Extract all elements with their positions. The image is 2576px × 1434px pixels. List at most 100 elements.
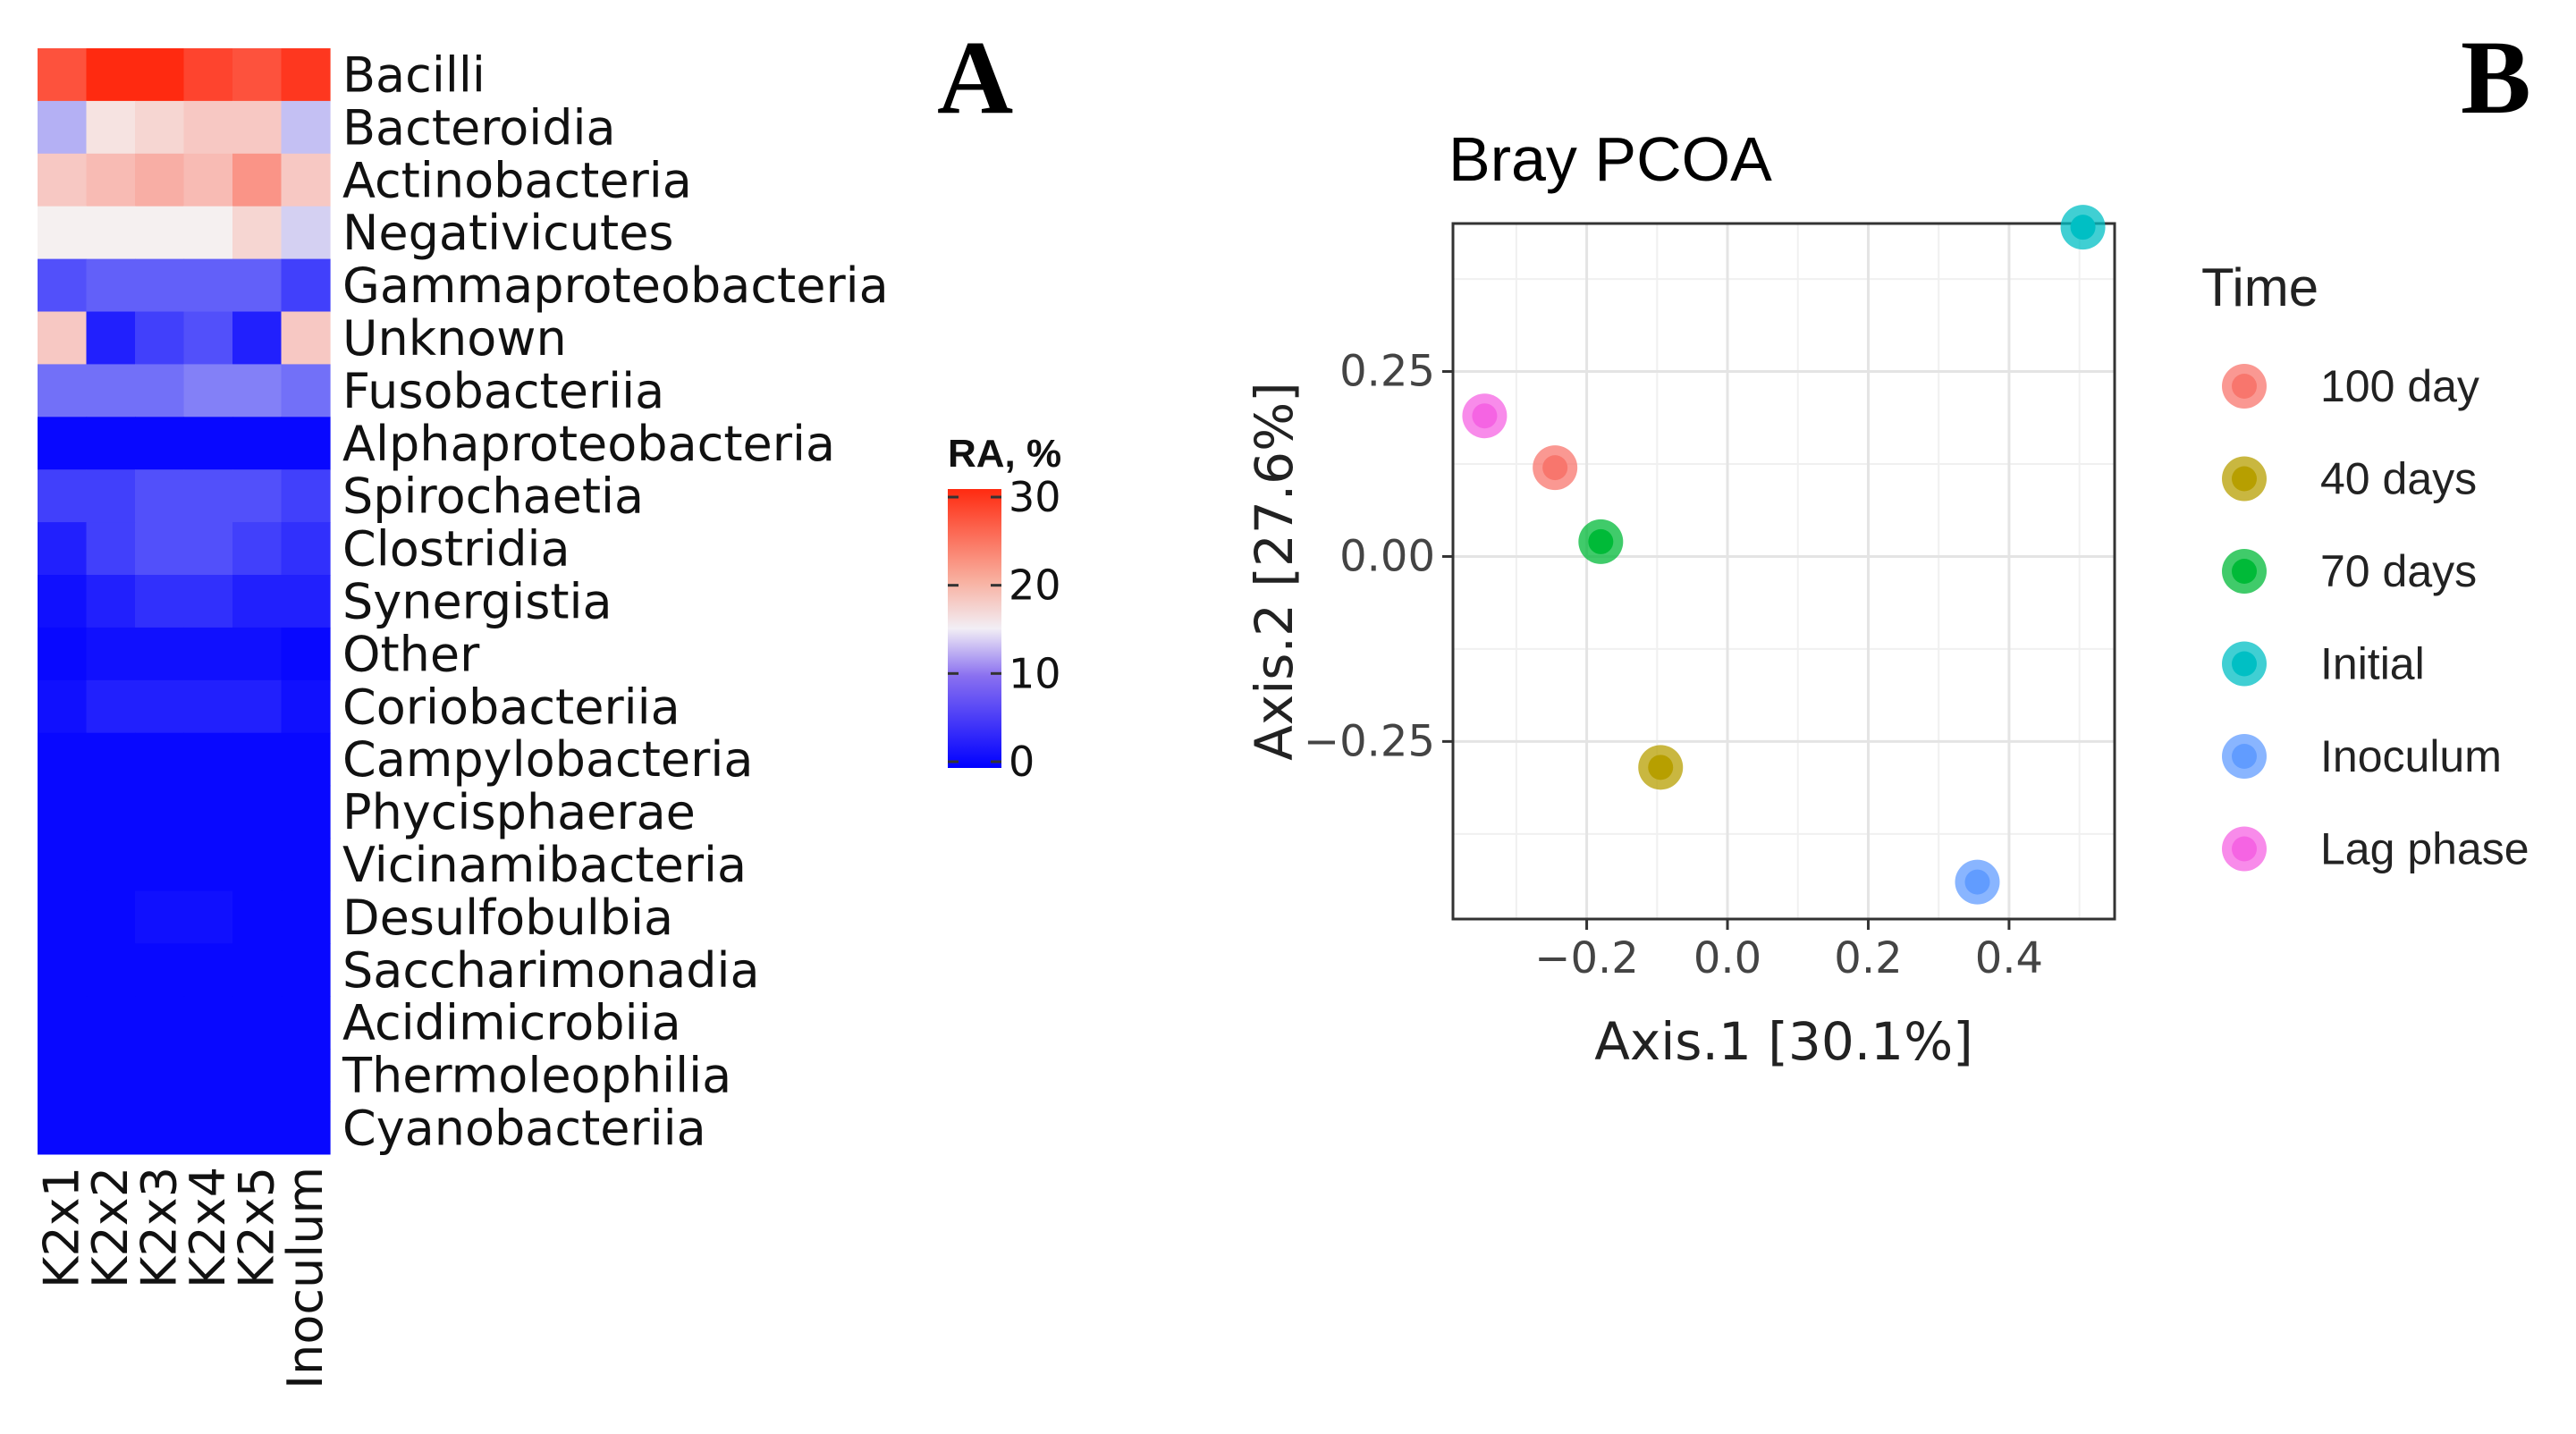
panel-label-a: A [937, 19, 1013, 136]
heatmap-cell [135, 153, 185, 207]
heatmap-cell [281, 785, 331, 839]
heatmap-cell [86, 627, 136, 681]
heatmap-cell [183, 1049, 233, 1102]
heatmap-cell [135, 996, 185, 1050]
heatmap-cell [232, 575, 283, 628]
heatmap-cell [135, 417, 185, 470]
heatmap-cell [183, 417, 233, 470]
heatmap-cell [38, 1101, 88, 1155]
x-tick-label: 0.2 [1834, 933, 1902, 983]
heatmap-cell [86, 575, 136, 628]
y-tick-label: 0.00 [1339, 531, 1435, 581]
pcoa-gridlines [1453, 224, 2115, 919]
colorbar-title: RA, % [948, 432, 1061, 476]
plot-background [1453, 224, 2115, 919]
heatmap-row-label: Desulfobulbia [342, 890, 673, 946]
heatmap-cell [232, 838, 283, 891]
heatmap-cell [86, 1049, 136, 1102]
heatmap-cell [183, 785, 233, 839]
heatmap-cell [86, 48, 136, 102]
heatmap-cell [86, 996, 136, 1050]
heatmap-cell [38, 732, 88, 787]
heatmap-cell [38, 996, 88, 1050]
heatmap-cell [281, 996, 331, 1050]
heatmap-cell [281, 258, 331, 313]
heatmap-cell [38, 258, 88, 313]
heatmap-cell [183, 48, 233, 102]
colorbar: RA, % 0 10 20 30 [948, 432, 1061, 786]
x-axis-title: Axis.1 [30.1%] [1594, 1011, 1973, 1072]
heatmap-cell [38, 785, 88, 839]
heatmap-cell [232, 785, 283, 839]
heatmap-cell [86, 417, 136, 470]
heatmap-cells [38, 48, 331, 1155]
heatmap-cell [281, 311, 331, 365]
heatmap-cell [135, 732, 185, 787]
heatmap-cell [232, 206, 283, 260]
heatmap-cell [281, 943, 331, 997]
heatmap-cell [183, 153, 233, 207]
heatmap-cell [281, 627, 331, 681]
legend-title: Time [2201, 257, 2318, 317]
heatmap-cell [86, 732, 136, 787]
heatmap-cell [38, 364, 88, 418]
heatmap-cell [281, 469, 331, 523]
heatmap-panel: A BacilliBacteroidiaActinobacteriaNegati… [33, 19, 1061, 1389]
heatmap-cell [135, 522, 185, 576]
scatter-point [1648, 755, 1674, 780]
plot-frame [1451, 222, 2116, 921]
pcoa-points [1462, 205, 2106, 905]
heatmap-row-label: Gammaproteobacteria [342, 257, 889, 314]
heatmap-cell [86, 838, 136, 891]
heatmap-cell [135, 48, 185, 102]
heatmap-cell [281, 679, 331, 734]
heatmap-cell [135, 785, 185, 839]
heatmap-column-label: Inoculum [277, 1167, 334, 1389]
heatmap-cell [183, 258, 233, 313]
heatmap-cell [232, 311, 283, 365]
scatter-point [2070, 215, 2096, 240]
heatmap-row-label: Bacilli [342, 47, 486, 104]
colorbar-ticks: 0 10 20 30 [948, 473, 1061, 786]
heatmap-cell [86, 522, 136, 576]
heatmap-cell [183, 364, 233, 418]
heatmap-cell [281, 732, 331, 787]
legend-swatch-core [2232, 744, 2257, 769]
heatmap-cell [38, 627, 88, 681]
heatmap-cell [281, 364, 331, 418]
heatmap-cell [86, 469, 136, 523]
heatmap-cell [281, 153, 331, 207]
colorbar-tick-label: 30 [1009, 473, 1061, 521]
legend-label: Lag phase [2320, 824, 2530, 874]
heatmap-column-label: K2x1 [33, 1167, 89, 1288]
scatter-point [1472, 403, 1498, 429]
heatmap-cell [281, 890, 331, 944]
heatmap-cell [38, 838, 88, 891]
heatmap-cell [232, 258, 283, 313]
heatmap-cell [183, 890, 233, 944]
heatmap-cell [135, 258, 185, 313]
heatmap-cell [232, 364, 283, 418]
heatmap-cell [135, 100, 185, 155]
heatmap-cell [38, 206, 88, 260]
heatmap-cell [281, 1049, 331, 1102]
heatmap-cell [38, 469, 88, 523]
heatmap-cell [281, 522, 331, 576]
heatmap-row-label: Unknown [342, 310, 567, 367]
heatmap-row-label: Phycisphaerae [342, 784, 696, 840]
legend-swatch-core [2232, 836, 2257, 862]
legend-swatch-core [2232, 466, 2257, 492]
heatmap-cell [86, 100, 136, 155]
heatmap-column-label: K2x2 [82, 1167, 139, 1288]
heatmap-cell [38, 48, 88, 102]
heatmap-cell [183, 1101, 233, 1155]
y-axis-title: Axis.2 [27.6%] [1244, 382, 1305, 761]
pcoa-ticks: −0.2 0.0 0.2 0.4 −0.25 0.00 0.25 [1304, 347, 2043, 983]
heatmap-cell [232, 732, 283, 787]
colorbar-gradient [948, 489, 1001, 768]
heatmap-cell [281, 838, 331, 891]
heatmap-cell [86, 311, 136, 365]
heatmap-cell [38, 1049, 88, 1102]
heatmap-cell [232, 417, 283, 470]
legend-swatch-core [2232, 651, 2257, 677]
